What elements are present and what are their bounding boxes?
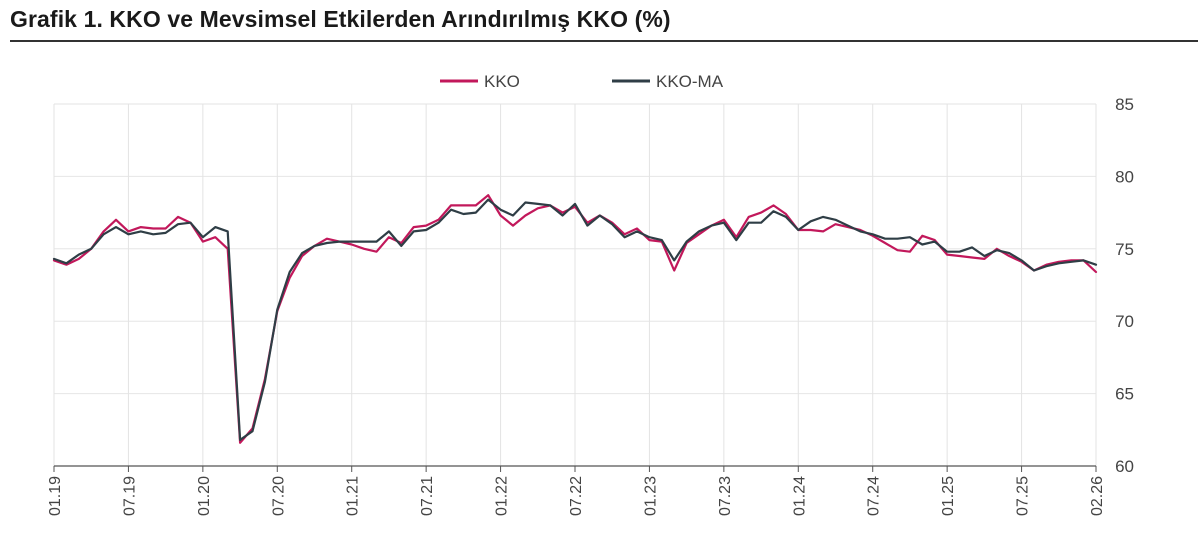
x-tick-label: 01.19 [47,476,64,516]
x-tick-label: 01.24 [791,476,808,516]
x-tick-label: 07.22 [568,476,585,516]
x-tick-label: 01.21 [345,476,362,516]
x-tick-label: 07.23 [717,476,734,516]
series-lines [52,194,1098,444]
y-tick-label: 85 [1115,95,1134,114]
x-tick-label: 07.20 [270,476,287,516]
y-tick-labels: 60 65 70 75 80 85 [1115,95,1134,476]
x-tick-label: 01.25 [940,476,957,516]
x-tick-label: 01.22 [494,476,511,516]
x-tick-label: 01.20 [196,476,213,516]
x-tick-label: 07.19 [121,476,138,516]
x-tick-label: 07.24 [866,476,883,516]
y-tick-label: 80 [1115,167,1134,186]
x-tick-labels: 01.19 07.19 01.20 07.20 01.21 07.21 01.22 07.22… [47,476,1106,516]
legend-label: KKO [484,72,520,91]
y-tick-label: 75 [1115,240,1134,259]
x-tick-label: 07.25 [1015,476,1032,516]
series-line-kko-ma [52,198,1098,441]
x-tick-label: 02.26 [1089,476,1106,516]
y-tick-label: 70 [1115,312,1134,331]
y-tick-label: 60 [1115,457,1134,476]
x-tick-label: 07.21 [419,476,436,516]
legend-label: KKO-MA [656,72,724,91]
y-tick-label: 65 [1115,385,1134,404]
x-tick-label: 01.23 [642,476,659,516]
chart-title: Grafik 1. KKO ve Mevsimsel Etkilerden Ar… [10,6,671,32]
legend: KKO KKO-MA [440,72,724,91]
title-divider [10,40,1198,42]
axes [53,103,1097,472]
gridlines [54,103,1096,466]
